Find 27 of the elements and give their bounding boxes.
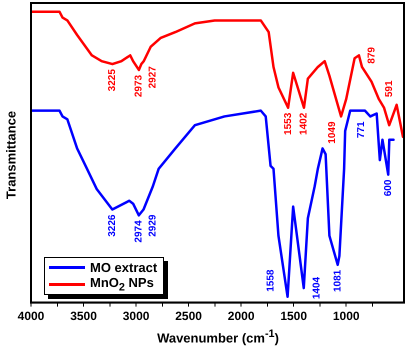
annotation: 600 (382, 179, 394, 196)
annotation: 1081 (332, 269, 344, 292)
annotation: 3225 (107, 68, 118, 92)
legend-label: MnO$_{2}$ NPs (90, 275, 154, 294)
x-axis-title: Wavenumber (cm$^{-1}$) (156, 328, 280, 346)
annotation: 591 (384, 80, 395, 98)
annotation: 1402 (298, 112, 310, 135)
x-tick-label: 2000 (228, 309, 255, 324)
x-tick-label: 3000 (122, 309, 150, 324)
annotation: 771 (356, 121, 368, 138)
legend-label: MO extract (90, 260, 158, 275)
annotation: 2927 (147, 66, 158, 88)
annotation: 879 (366, 46, 378, 64)
x-tick-label: 3500 (70, 309, 98, 324)
x-tick-label: 4000 (18, 309, 45, 324)
annotation: 2973 (134, 74, 145, 98)
annotation: 1404 (312, 276, 323, 300)
x-tick-label: 1000 (332, 309, 360, 324)
x-tick-label: 2500 (175, 309, 202, 324)
x-tick-label: 1500 (280, 309, 308, 324)
annotation: 1049 (326, 121, 338, 144)
annotation: 1558 (265, 269, 276, 292)
annotation: 2974 (134, 220, 145, 243)
annotation: 3226 (107, 214, 118, 237)
y-axis-title: Transmittance (4, 110, 18, 200)
annotation: 2929 (147, 214, 158, 237)
annotation: 1553 (282, 112, 294, 135)
